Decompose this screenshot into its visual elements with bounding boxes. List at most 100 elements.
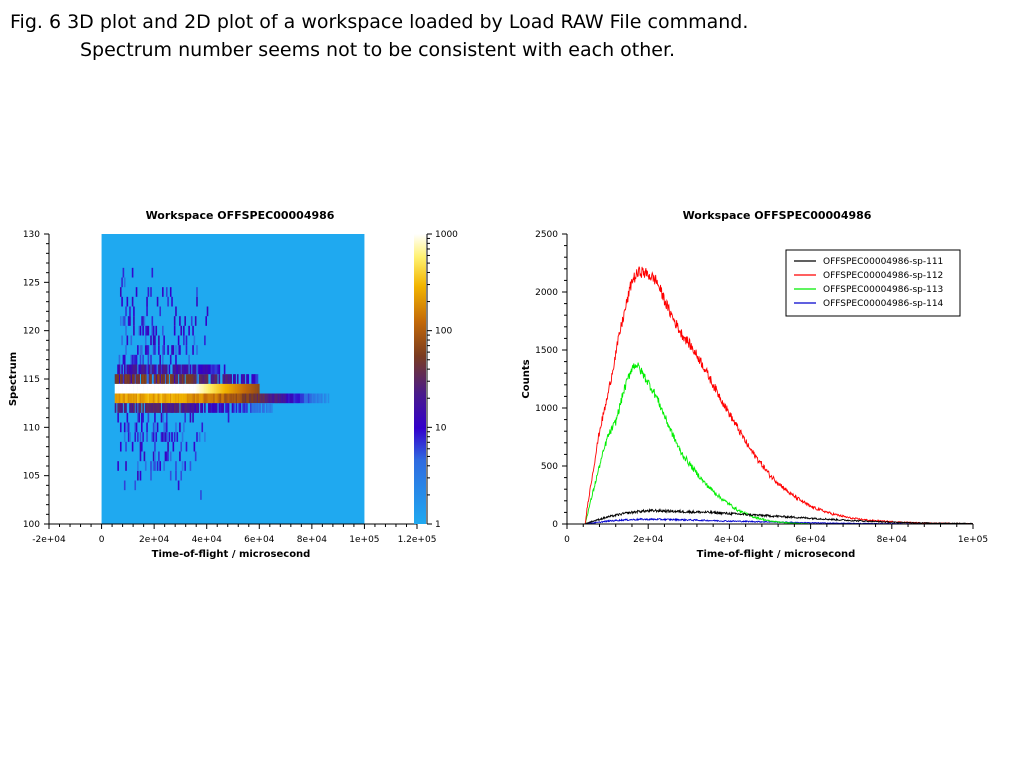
heatmap-cell [142,316,144,326]
heatmap-cell [158,383,160,394]
heatmap-cell [198,374,201,384]
heatmap-cell [235,403,238,413]
heatmap-cell [189,461,192,471]
heatmap-cell [171,393,173,404]
heatmap-cell [215,364,218,375]
heatmap-cell [198,393,201,404]
heatmap-cell [269,393,272,404]
heatmap-cell [261,403,264,413]
heatmap-cell [242,403,244,413]
heatmap-cell [204,364,206,375]
heatmap-cell [305,393,307,404]
heatmap-cell [137,374,139,384]
heatmap-cell [210,393,213,404]
heatmap-cell [204,432,206,442]
heatmap-cell [121,296,123,307]
heatmap-cell [169,470,172,481]
heatmap-cell [204,403,206,413]
heatmap-cell [247,393,250,404]
heatmap-cell [179,364,181,375]
colorbar-tick-label: 1000 [435,230,458,240]
heatmap-x-tick-label: 1e+05 [349,535,379,545]
heatmap-cell [134,374,137,384]
heatmap-cell [188,403,190,413]
heatmap-cell [325,393,327,404]
heatmap-cell [152,393,155,404]
heatmap-cell [193,393,196,404]
heatmap-cell [260,393,263,404]
heatmap-cell [125,374,127,384]
heatmap-cell [205,364,208,375]
heatmap-cell [256,374,259,384]
heatmap-cell [200,374,202,384]
heatmap-cell [181,374,184,384]
heatmap-cell [130,374,133,384]
heatmap-cell [129,364,131,375]
heatmap-cell [187,374,189,384]
heatmap-cell [183,364,185,375]
heatmap-cell [121,277,123,288]
heatmap-cell [192,412,194,423]
heatmap-cell [131,403,134,413]
heatmap-cell [179,383,181,394]
heatmap-cell [288,393,290,404]
heatmap-cell [229,393,231,404]
heatmap-cell [117,412,119,423]
heatmap-cell [319,393,322,404]
heatmap-cell [144,345,147,355]
heatmap-cell [164,383,167,394]
heatmap-cell [227,383,230,394]
heatmap-cell [176,364,179,375]
heatmap-cell [152,461,155,471]
heatmap-cell [119,441,122,452]
heatmap-cell [146,383,148,394]
heatmap-cell [165,451,168,462]
heatmap-cell [211,403,214,413]
heatmap-cell [133,374,135,384]
heatmap-cell [119,383,122,394]
heatmap-cell [169,354,172,365]
heatmap-cell [210,383,213,394]
heatmap-cell [133,316,135,326]
heatmap-cell [251,403,254,413]
heatmap-cell [143,393,146,404]
heatmap-cell [194,383,197,394]
heatmap-cell [129,306,131,317]
heatmap-cell [156,422,159,433]
heatmap-cell [165,287,168,297]
heatmap-cell [156,461,159,471]
heatmap-cell [200,364,202,375]
heatmap-cell [172,441,175,452]
heatmap-cell [152,403,155,413]
heatmap-cell [144,393,147,404]
heatmap-cell [187,364,189,375]
heatmap-cell [163,364,165,375]
heatmap-cell [123,432,126,442]
heatmap-cell [271,393,273,404]
heatmap-x-tick-label: -2e+04 [32,535,66,545]
heatmap-cell [167,345,169,355]
heatmap-cell [144,461,147,471]
heatmap-cell [154,441,156,452]
heatmap-cell [248,383,251,394]
line-chart-x-tick-label: 8e+04 [877,535,908,545]
heatmap-cell [279,393,281,404]
heatmap-cell [192,393,194,404]
heatmap-cell [233,383,235,394]
heatmap-cell [179,345,181,355]
heatmap-cell [198,432,201,442]
heatmap-cell [142,364,144,375]
heatmap-cell [138,412,140,423]
heatmap-cell [235,383,238,394]
heatmap-cell [117,461,119,471]
heatmap-cell [217,383,219,394]
heatmap-cell [181,461,184,471]
heatmap-cell [250,383,252,394]
heatmap-cell [202,383,205,394]
heatmap-cell [155,403,158,413]
heatmap-cell [205,374,208,384]
heatmap-cell [135,354,138,365]
heatmap-cell [175,374,177,384]
heatmap-cell [123,393,126,404]
heatmap-cell [167,393,169,404]
